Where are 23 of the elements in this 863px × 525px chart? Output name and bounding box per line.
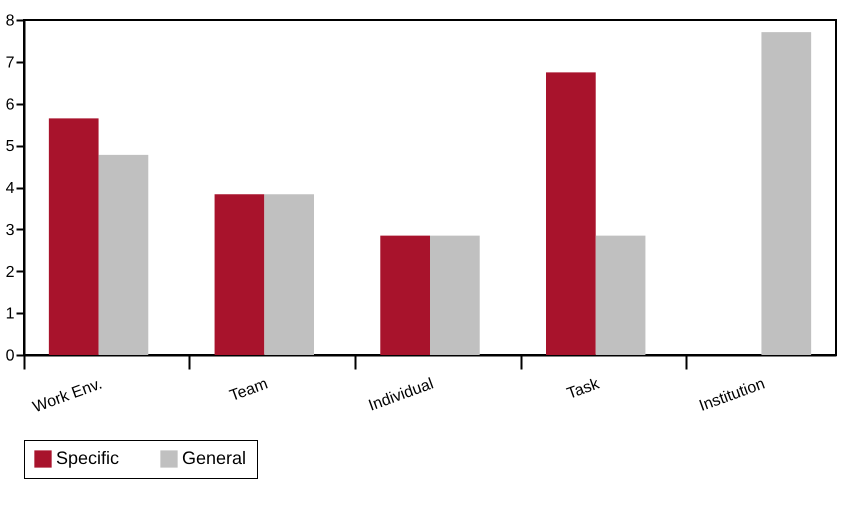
bar <box>264 194 314 355</box>
y-tick-label: 8 <box>6 12 15 30</box>
bar <box>98 154 148 355</box>
x-tick-label: Work Env. <box>30 376 104 416</box>
y-tick-label: 0 <box>6 348 15 364</box>
bar <box>546 72 596 355</box>
y-tick-label: 7 <box>6 54 15 72</box>
bar <box>761 32 812 355</box>
x-tick-label: Team <box>228 376 270 405</box>
y-tick-label: 3 <box>6 222 15 239</box>
bar <box>380 236 430 355</box>
y-tick-label: 1 <box>6 306 15 323</box>
y-tick-label: 6 <box>6 96 15 114</box>
bar <box>48 118 99 355</box>
bar <box>214 194 264 355</box>
y-tick-label: 4 <box>6 180 15 197</box>
bar <box>596 236 646 355</box>
legend-label: Specific <box>56 448 120 468</box>
x-tick-label: Task <box>564 375 602 403</box>
y-tick-label: 2 <box>6 264 15 281</box>
bar <box>430 236 480 355</box>
y-tick-label: 5 <box>6 138 15 156</box>
legend-label: General <box>182 448 246 468</box>
